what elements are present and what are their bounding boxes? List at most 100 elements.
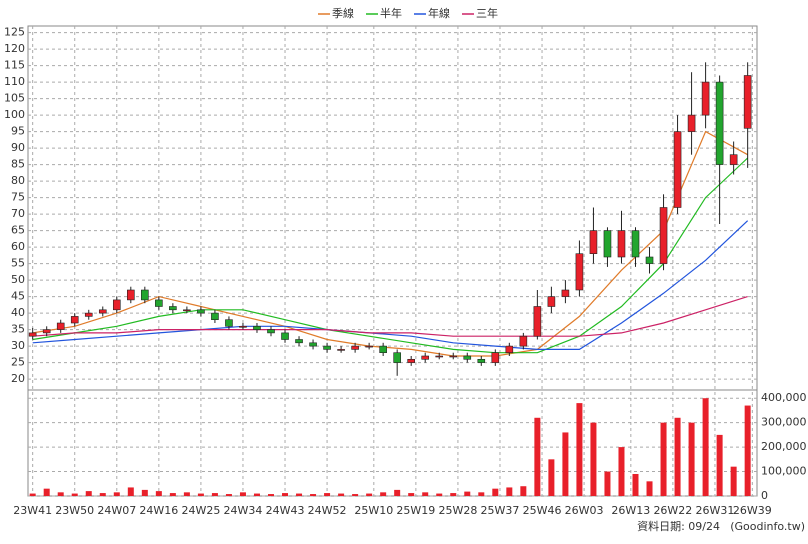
candle-body: [393, 352, 401, 363]
volume-bar: [155, 491, 162, 496]
volume-bar: [141, 489, 148, 496]
legend-label: 季線: [332, 6, 354, 20]
candle-body: [603, 230, 612, 258]
y-tick-label: 70: [11, 207, 25, 220]
y-tick-label: 105: [4, 92, 25, 105]
candle-body: [183, 309, 191, 312]
volume-bar: [239, 492, 246, 496]
candle-body: [169, 306, 177, 311]
candle-body: [729, 154, 738, 165]
x-tick-label: 24W25: [181, 504, 220, 517]
volume-bar: [127, 487, 134, 496]
candle-body: [435, 355, 444, 358]
candle-body: [533, 306, 542, 337]
candle-body: [491, 352, 500, 363]
volume-bar: [85, 491, 92, 496]
candle-body: [743, 75, 752, 129]
candle-body: [98, 309, 107, 314]
candle-body: [449, 355, 458, 358]
volume-bar: [380, 492, 387, 496]
volume-bar: [492, 488, 499, 496]
x-tick-label: 23W50: [55, 504, 94, 517]
y2-tick-label: 100,000: [761, 465, 807, 478]
candle-body: [127, 289, 135, 301]
legend-label: 三年: [476, 6, 498, 20]
legend-label: 年線: [428, 6, 450, 20]
x-tick-label: 26W22: [653, 504, 692, 517]
x-tick-label: 25W37: [481, 504, 520, 517]
volume-bar: [520, 486, 527, 496]
volume-bar: [730, 466, 737, 496]
x-tick-label: 25W19: [396, 504, 435, 517]
candle-body: [379, 345, 387, 354]
ma-line: [32, 220, 749, 350]
candle-body: [239, 325, 247, 328]
volume-bar: [71, 493, 78, 496]
y-tick-label: 100: [4, 108, 25, 121]
volume-bar: [702, 398, 709, 496]
x-tick-label: 26W03: [565, 504, 604, 517]
ma-line: [32, 130, 748, 357]
volume-bar: [744, 405, 751, 496]
y-tick-label: 35: [11, 323, 25, 336]
volume-bar: [394, 489, 401, 496]
candle-body: [281, 332, 289, 340]
volume-bar: [716, 434, 723, 496]
y-tick-label: 85: [11, 158, 25, 171]
volume-bar: [576, 403, 583, 496]
volume-bar: [324, 493, 331, 496]
volume-bar: [534, 417, 541, 496]
volume-bar: [408, 493, 415, 496]
candle-body: [659, 207, 668, 264]
volume-bar: [422, 492, 429, 496]
volume-bar: [338, 493, 345, 496]
y-tick-label: 125: [4, 26, 25, 39]
y-tick-label: 120: [4, 42, 25, 55]
candle-body: [309, 342, 317, 347]
volume-bar: [590, 422, 597, 496]
volume-bar: [436, 493, 443, 496]
volume-bar: [113, 492, 120, 496]
y-tick-label: 50: [11, 273, 25, 286]
x-tick-label: 24W16: [139, 504, 178, 517]
y2-tick-label: 200,000: [761, 440, 807, 453]
volume-bar: [478, 492, 485, 496]
candle-body: [631, 230, 640, 258]
y2-tick-label: 0: [761, 489, 768, 502]
y-tick-label: 40: [11, 306, 25, 319]
volume-bar: [296, 493, 303, 496]
volume-bar: [632, 474, 639, 496]
volume-bar: [268, 494, 274, 496]
volume-bar: [99, 493, 106, 496]
volume-bar: [352, 494, 359, 496]
candle-body: [407, 358, 415, 363]
candle-body: [589, 230, 598, 255]
volume-bar: [562, 432, 569, 496]
candle-body: [701, 81, 710, 116]
candle-body: [519, 335, 528, 347]
volume-bar: [310, 494, 317, 496]
candle-body: [225, 319, 233, 327]
candle-body: [477, 358, 486, 363]
y-tick-label: 110: [4, 75, 25, 88]
y-tick-label: 115: [4, 59, 25, 72]
x-tick-label: 26W31: [696, 504, 735, 517]
candle-body: [42, 329, 51, 334]
candle-body: [295, 339, 303, 344]
volume-bar: [506, 487, 513, 496]
volume-bar: [57, 492, 64, 496]
candle-body: [715, 81, 724, 165]
volume-bar: [197, 493, 204, 496]
y-tick-label: 55: [11, 257, 25, 270]
candle-body: [575, 253, 584, 291]
y-tick-label: 30: [11, 339, 25, 352]
volume-bar: [169, 493, 176, 496]
volume-bar: [225, 494, 232, 496]
y-tick-label: 65: [11, 224, 25, 237]
legend-label: 半年: [380, 6, 402, 20]
y-tick-label: 75: [11, 191, 25, 204]
candle-body: [211, 312, 219, 321]
volume-bar: [646, 481, 653, 496]
candle-body: [323, 345, 331, 350]
